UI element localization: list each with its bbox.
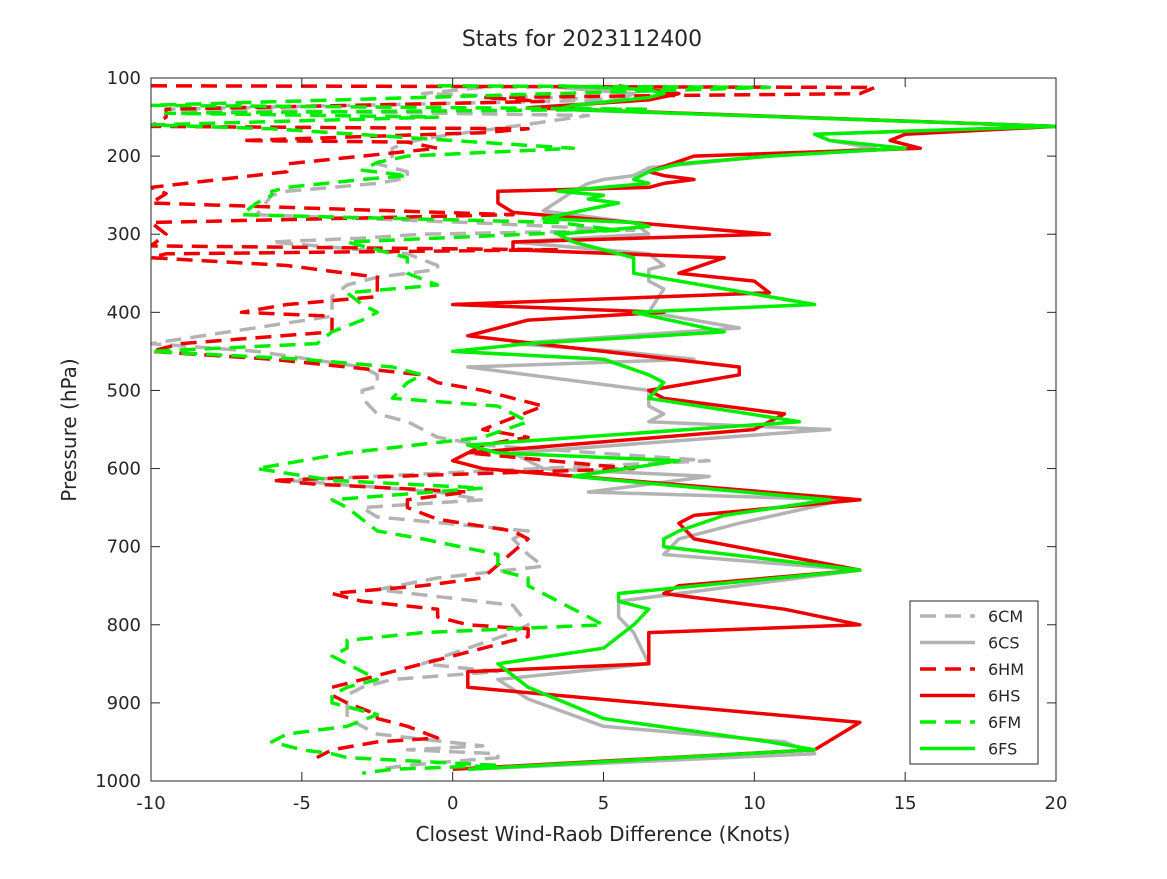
series-layer: [151, 84, 1056, 775]
y-tick-label: 600: [107, 459, 141, 480]
legend: 6CM 6CS 6HM 6HS 6FM 6FS: [909, 600, 1039, 765]
legend-label-6cm: 6CM: [988, 607, 1023, 626]
x-tick-label: -5: [293, 793, 311, 814]
legend-label-6cs: 6CS: [988, 634, 1020, 653]
x-axis-ticks: -10 -5 0 5 10 15 20: [136, 78, 1067, 814]
legend-label-6fs: 6FS: [988, 740, 1017, 759]
y-axis-label: Pressure (hPa): [57, 358, 81, 501]
x-tick-label: 20: [1045, 793, 1068, 814]
y-tick-label: 1000: [95, 771, 141, 792]
x-tick-label: 0: [447, 793, 458, 814]
legend-label-6fm: 6FM: [988, 713, 1021, 732]
x-tick-label: -10: [136, 793, 165, 814]
x-tick-label: 10: [743, 793, 766, 814]
x-tick-label: 5: [598, 793, 609, 814]
y-tick-label: 800: [107, 615, 141, 636]
y-tick-label: 300: [107, 224, 141, 245]
y-tick-label: 200: [107, 146, 141, 167]
series-line-6hm: [151, 84, 877, 760]
y-tick-label: 400: [107, 302, 141, 323]
y-axis-ticks: 100 200 300 400 500 600 700 800 900 1000: [95, 68, 1056, 792]
series-line-6fm: [151, 84, 772, 775]
y-tick-label: 100: [107, 68, 141, 89]
chart-title: Stats for 2023112400: [462, 27, 702, 52]
legend-label-6hs: 6HS: [988, 687, 1020, 706]
series-line-6cm: [151, 85, 711, 772]
legend-box: [909, 600, 1039, 765]
series-line-6fs: [450, 84, 1056, 772]
y-tick-label: 500: [107, 380, 141, 401]
x-tick-label: 15: [894, 793, 917, 814]
y-tick-label: 700: [107, 537, 141, 558]
x-axis-label: Closest Wind-Raob Difference (Knots): [416, 822, 791, 846]
legend-label-6hm: 6HM: [988, 660, 1024, 679]
y-tick-label: 900: [107, 693, 141, 714]
